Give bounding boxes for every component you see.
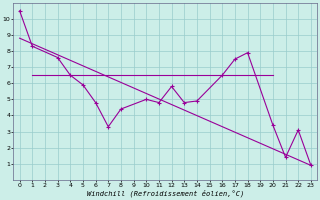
X-axis label: Windchill (Refroidissement éolien,°C): Windchill (Refroidissement éolien,°C)	[87, 190, 244, 197]
